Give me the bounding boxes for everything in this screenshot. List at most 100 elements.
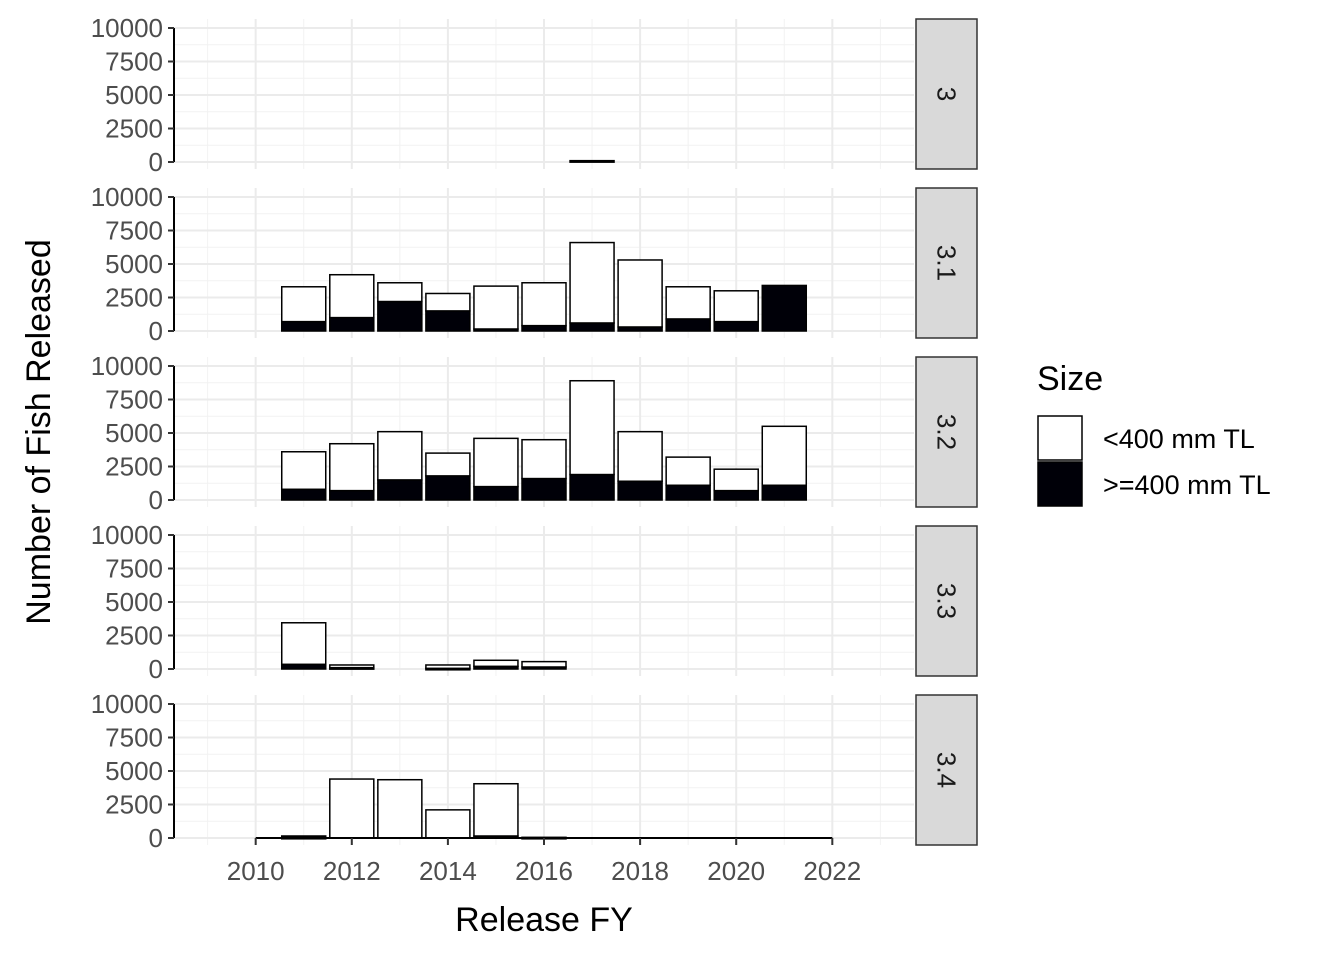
legend-key-small (1037, 415, 1083, 461)
y-axis-title: Number of Fish Released (20, 239, 58, 625)
bar-small-2015 (473, 659, 519, 668)
bar-small-2013 (377, 778, 423, 839)
facet-strip (915, 18, 978, 170)
y-tick-label: 5000 (105, 249, 163, 279)
bar-large-2016 (521, 324, 567, 332)
legend-label-large: >=400 mm TL (1103, 470, 1271, 500)
bar-large-2013 (377, 300, 423, 332)
bar-large-2018 (617, 480, 663, 501)
bar-small-2018 (617, 259, 663, 328)
facet-strip (915, 356, 978, 508)
bar-small-2014 (425, 292, 471, 312)
y-tick-label: 10000 (91, 182, 163, 212)
bar-small-2013 (377, 430, 423, 481)
bar-small-2019 (665, 456, 711, 487)
y-tick-label: 0 (149, 485, 163, 515)
bar-small-2013 (377, 282, 423, 303)
bar-large-2014 (425, 310, 471, 332)
bar-small-2014 (425, 809, 471, 839)
legend-title: Size (1037, 360, 1103, 398)
bar-small-2019 (665, 286, 711, 320)
y-tick-label: 2500 (105, 452, 163, 482)
bars (569, 159, 615, 163)
y-tick-label: 10000 (91, 520, 163, 550)
y-tick-label: 7500 (105, 723, 163, 753)
bar-small-2021 (761, 425, 808, 487)
bar-small-2012 (329, 442, 375, 492)
bar-small-2015 (473, 782, 519, 837)
x-tick-label: 2010 (227, 856, 285, 886)
bar-small-2014 (425, 452, 471, 477)
bar-small-2017 (569, 241, 615, 324)
bars (280, 241, 808, 332)
bar-small-2012 (329, 664, 375, 669)
facet-strip (915, 694, 978, 846)
bar-large-2011 (280, 320, 327, 332)
y-tick-label: 7500 (105, 216, 163, 246)
bar-small-2011 (280, 622, 327, 666)
bar-large-2019 (665, 484, 711, 501)
bar-large-2012 (329, 489, 375, 501)
bar-large-2020 (713, 489, 759, 501)
facets-layer: 02500500075001000030250050007500100003.1… (91, 13, 978, 853)
bar-large-2021 (761, 484, 808, 501)
bar-small-2012 (329, 778, 375, 839)
y-tick-label: 7500 (105, 385, 163, 415)
facet-strip-label: 3.3 (932, 583, 962, 619)
bar-large-2012 (329, 316, 375, 332)
y-tick-label: 0 (149, 147, 163, 177)
x-tick-label: 2016 (515, 856, 573, 886)
major-gridlines (174, 19, 914, 169)
bar-small-2015 (473, 437, 519, 488)
bar-small-2011 (280, 451, 327, 491)
bar-large-2011 (280, 488, 327, 501)
bar-large-2017 (569, 159, 615, 163)
bar-large-2017 (569, 473, 615, 501)
x-tick-label: 2018 (611, 856, 669, 886)
y-tick-label: 5000 (105, 756, 163, 786)
bar-small-2012 (329, 273, 375, 319)
bar-small-2018 (617, 430, 663, 482)
bar-small-2016 (521, 438, 567, 480)
bar-large-2016 (521, 477, 567, 501)
y-tick-label: 2500 (105, 283, 163, 313)
y-tick-label: 2500 (105, 114, 163, 144)
bar-large-2019 (665, 318, 711, 332)
facet-strip (915, 525, 978, 677)
bar-large-2014 (425, 475, 471, 501)
facet-strip-label: 3.2 (932, 414, 962, 450)
x-tick-label: 2022 (803, 856, 861, 886)
bar-small-2017 (569, 379, 615, 476)
y-tick-label: 5000 (105, 80, 163, 110)
bar-small-2020 (713, 290, 759, 323)
y-tick-label: 2500 (105, 790, 163, 820)
bar-small-2014 (425, 664, 471, 670)
legend: Size <400 mm TL >=400 mm TL (1037, 360, 1271, 507)
bars (280, 379, 808, 501)
facet-strip-label: 3.4 (932, 752, 962, 788)
y-tick-label: 10000 (91, 689, 163, 719)
facet-strip-label: 3.1 (932, 245, 962, 281)
x-tick-label: 2014 (419, 856, 477, 886)
bar-large-2017 (569, 322, 615, 332)
y-tick-label: 0 (149, 654, 163, 684)
bar-large-2015 (473, 485, 519, 501)
y-tick-label: 7500 (105, 47, 163, 77)
bar-small-2020 (713, 468, 759, 492)
y-tick-label: 10000 (91, 13, 163, 43)
bar-small-2016 (521, 282, 567, 327)
bar-large-2021 (761, 284, 808, 332)
y-tick-label: 5000 (105, 587, 163, 617)
bar-small-2011 (280, 286, 327, 323)
y-tick-label: 2500 (105, 621, 163, 651)
bar-small-2016 (521, 660, 567, 668)
